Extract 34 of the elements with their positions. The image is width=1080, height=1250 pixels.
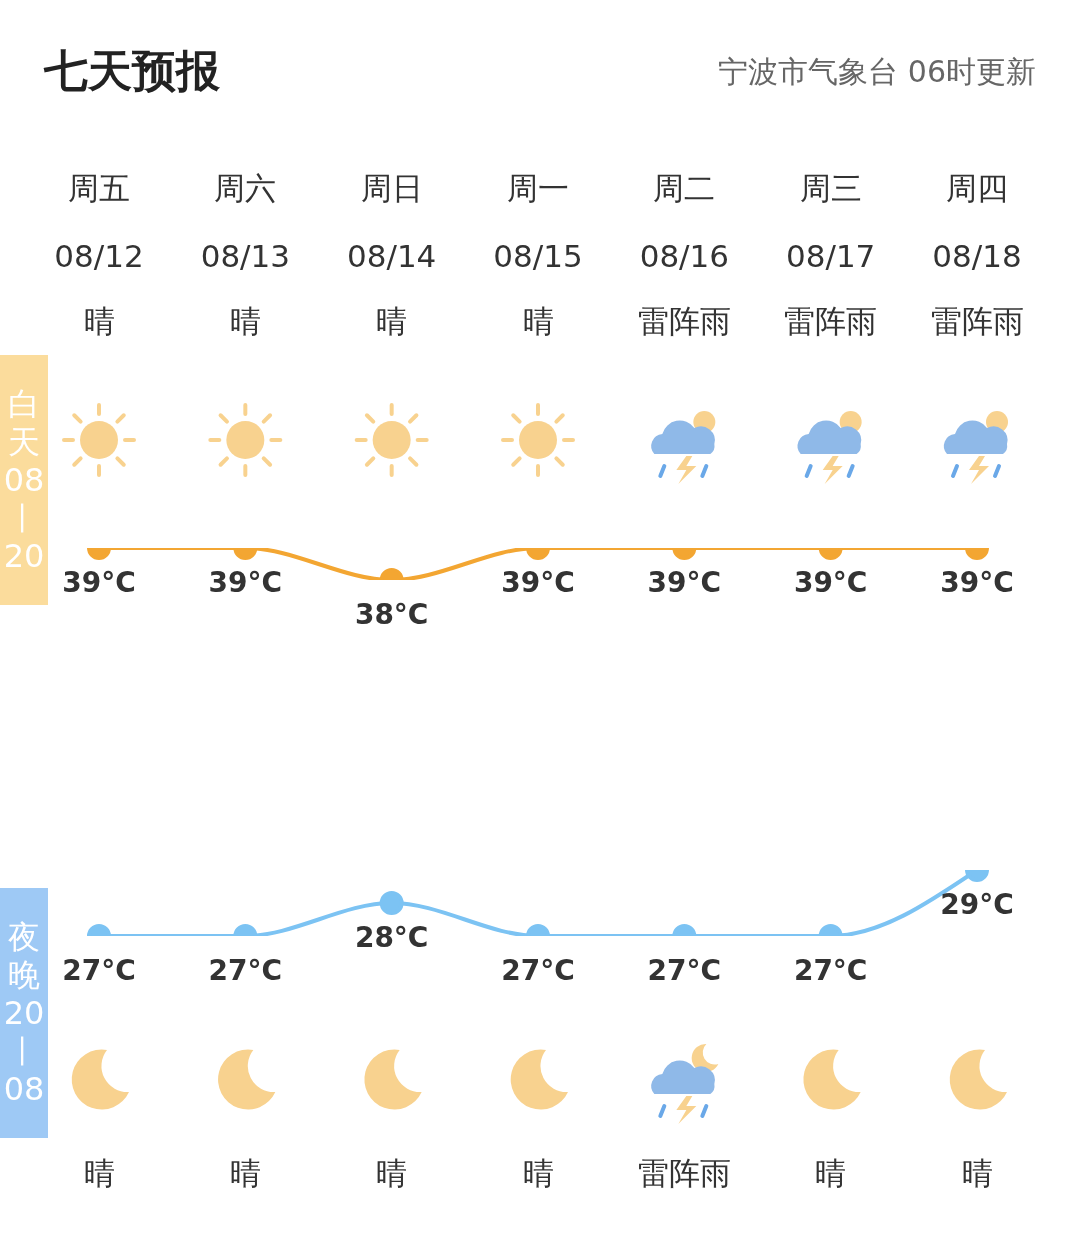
x-tick-label: 周六 08/13 晴 — [200, 169, 291, 339]
data-label: 39°C — [793, 566, 868, 599]
side-tab: 白天08—20 — [0, 355, 48, 605]
x-tick-label: 晴 — [376, 1154, 408, 1191]
data-label: 39°C — [208, 566, 283, 599]
y-axis-title: 夜晚20—08 — [3, 918, 45, 1108]
data-label: 39°C — [940, 566, 1014, 599]
x-tick-label: 晴 — [522, 1154, 554, 1191]
chart-subtitle: 宁波市气象台 06时更新 — [718, 53, 1036, 91]
data-label: 27°C — [208, 954, 283, 987]
chart-title: 七天预报 — [44, 44, 220, 98]
x-tick-label: 晴 — [815, 1154, 847, 1191]
x-tick-label: 周一 08/15 晴 — [493, 169, 583, 339]
data-label: 38°C — [354, 598, 429, 631]
data-label: 27°C — [62, 954, 136, 987]
data-label: 39°C — [647, 566, 722, 599]
x-tick-label: 周二 08/16 雷阵雨 — [637, 169, 731, 339]
data-label: 39°C — [501, 566, 575, 599]
data-label: 28°C — [354, 921, 429, 954]
x-tick-label: 晴 — [229, 1154, 261, 1191]
data-label: 39°C — [62, 566, 136, 599]
x-tick-label: 周四 08/18 雷阵雨 — [930, 169, 1024, 339]
x-tick-label: 周日 08/14 晴 — [346, 169, 437, 339]
data-label: 27°C — [501, 954, 575, 987]
x-tick-label: 周五 08/12 晴 — [54, 169, 144, 339]
x-tick-label: 晴 — [961, 1154, 993, 1191]
data-label: 29°C — [940, 888, 1014, 921]
data-label: 27°C — [647, 954, 722, 987]
x-tick-label: 晴 — [83, 1154, 115, 1191]
x-tick-label: 雷阵雨 — [637, 1154, 731, 1191]
data-label: 27°C — [793, 954, 868, 987]
side-tab: 夜晚20—08 — [0, 888, 48, 1138]
y-axis-title: 白天08—20 — [3, 385, 45, 575]
x-tick-label: 周三 08/17 雷阵雨 — [784, 169, 878, 339]
